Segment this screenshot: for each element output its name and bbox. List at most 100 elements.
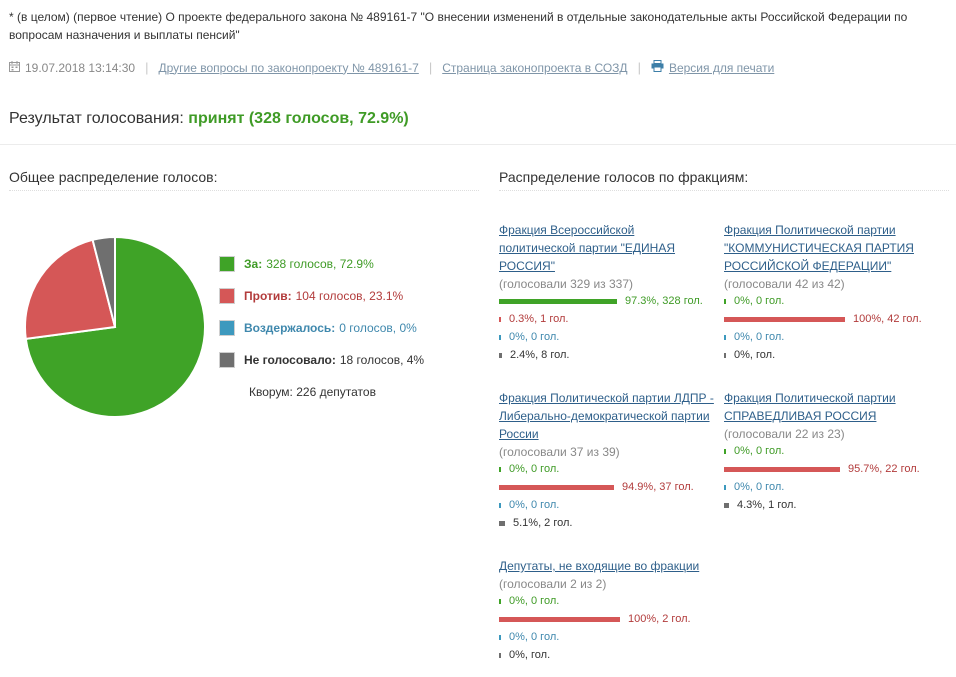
faction-bar-label: 100%, 42 гол. — [853, 313, 922, 325]
overall-title-rule — [9, 190, 479, 191]
legend-absent: Не голосовало: 18 голосов, 4% — [219, 350, 424, 370]
printer-icon[interactable] — [651, 60, 664, 75]
faction-bar-label: 0%, 0 гол. — [509, 499, 560, 511]
sozd-page-link[interactable]: Страница законопроекта в СОЗД — [442, 60, 628, 75]
legend-abstain: Воздержалось: 0 голосов, 0% — [219, 318, 417, 338]
faction-bar-against — [499, 316, 501, 322]
result-label: Результат голосования: — [9, 110, 184, 127]
faction-bar-label: 100%, 2 гол. — [628, 613, 691, 625]
print-version-link[interactable]: Версия для печати — [668, 60, 775, 75]
divider — [0, 144, 956, 145]
faction-bar-label: 0%, 0 гол. — [509, 463, 560, 475]
faction-row-absent: 4.3%, 1 гол. — [724, 496, 939, 514]
legend-swatch — [219, 352, 235, 368]
faction-bar-label: 0%, 0 гол. — [509, 331, 560, 343]
faction-row-abstain: 0%, 0 гол. — [499, 628, 714, 646]
legend-label: Не голосовало: — [244, 353, 336, 367]
legend-for: За: 328 голосов, 72.9% — [219, 254, 374, 274]
legend-label: Против: — [244, 289, 292, 303]
vote-date: 19.07.2018 13:14:30 — [25, 60, 136, 75]
meta-bar: 19.07.2018 13:14:30 | Другие вопросы по … — [9, 60, 774, 75]
legend-value: 0 голосов, 0% — [339, 321, 417, 335]
faction-bar-absent — [499, 352, 502, 358]
overall-title: Общее распределение голосов: — [9, 169, 218, 185]
faction-row-against: 94.9%, 37 гол. — [499, 478, 714, 496]
overall-pie-chart — [24, 235, 206, 418]
faction-bar-for — [499, 466, 501, 472]
separator: | — [145, 60, 149, 75]
faction-bar-label: 2.4%, 8 гол. — [510, 349, 570, 361]
faction-row-against: 100%, 2 гол. — [499, 610, 714, 628]
result-value: принят (328 голосов, 72.9%) — [188, 110, 409, 127]
legend-value: 328 голосов, 72.9% — [266, 257, 374, 271]
faction-bar-abstain — [724, 484, 726, 490]
faction-block: Фракция Всероссийской политической парти… — [499, 221, 714, 364]
faction-row-for: 0%, 0 гол. — [724, 292, 939, 310]
faction-block: Фракция Политической партии ЛДПР - Либер… — [499, 389, 714, 532]
faction-bar-abstain — [724, 334, 726, 340]
legend-against: Против: 104 голосов, 23.1% — [219, 286, 403, 306]
faction-link[interactable]: Фракция Всероссийской политической парти… — [499, 223, 676, 273]
legend-label: За: — [244, 257, 263, 271]
faction-row-abstain: 0%, 0 гол. — [499, 496, 714, 514]
faction-voted-count: (голосовали 22 из 23) — [724, 427, 845, 441]
faction-bar-label: 94.9%, 37 гол. — [622, 481, 694, 493]
faction-bar-label: 0%, 0 гол. — [734, 331, 785, 343]
faction-bar-label: 0%, 0 гол. — [509, 631, 560, 643]
factions-title: Распределение голосов по фракциям: — [499, 169, 749, 185]
faction-bar-against — [499, 484, 614, 490]
calendar-icon — [9, 60, 20, 75]
legend-label: Воздержалось: — [244, 321, 336, 335]
faction-link[interactable]: Депутаты, не входящие во фракции — [499, 559, 700, 573]
faction-row-for: 0%, 0 гол. — [499, 460, 714, 478]
faction-bar-label: 0%, гол. — [734, 349, 776, 361]
faction-bar-label: 0.3%, 1 гол. — [509, 313, 569, 325]
factions-title-rule — [499, 190, 949, 191]
faction-bar-abstain — [499, 502, 501, 508]
vote-result: Результат голосования: принят (328 голос… — [9, 110, 409, 128]
faction-block: Фракция Политической партии СПРАВЕДЛИВАЯ… — [724, 389, 939, 514]
faction-bar-against — [499, 616, 620, 622]
faction-row-absent: 2.4%, 8 гол. — [499, 346, 714, 364]
faction-voted-count: (голосовали 2 из 2) — [499, 577, 607, 591]
bill-title: * (в целом) (первое чтение) О проекте фе… — [9, 10, 908, 42]
faction-row-against: 0.3%, 1 гол. — [499, 310, 714, 328]
faction-bar-abstain — [499, 334, 501, 340]
faction-block: Депутаты, не входящие во фракции (голосов… — [499, 557, 714, 664]
faction-row-against: 95.7%, 22 гол. — [724, 460, 939, 478]
faction-link[interactable]: Фракция Политической партии СПРАВЕДЛИВАЯ… — [724, 391, 896, 423]
quorum-text: Кворум: 226 депутатов — [249, 385, 376, 399]
faction-row-abstain: 0%, 0 гол. — [724, 478, 939, 496]
faction-bar-label: 0%, гол. — [509, 649, 551, 661]
separator: | — [428, 60, 433, 75]
other-questions-link[interactable]: Другие вопросы по законопроекту № 489161… — [158, 60, 419, 75]
legend-swatch — [219, 288, 235, 304]
legend-value: 104 голосов, 23.1% — [295, 289, 404, 303]
faction-bar-label: 0%, 0 гол. — [734, 481, 785, 493]
faction-bar-absent — [724, 502, 729, 508]
faction-bar-against — [724, 316, 845, 322]
legend-value: 18 голосов, 4% — [339, 353, 425, 367]
faction-bar-label: 95.7%, 22 гол. — [848, 463, 920, 475]
faction-bar-for — [499, 598, 501, 604]
faction-link[interactable]: Фракция Политической партии ЛДПР - Либер… — [499, 391, 714, 441]
faction-block: Фракция Политической партии "КОММУНИСТИЧ… — [724, 221, 939, 364]
faction-row-against: 100%, 42 гол. — [724, 310, 939, 328]
faction-bar-label: 0%, 0 гол. — [734, 445, 785, 457]
pie-slice-against — [24, 238, 117, 341]
faction-voted-count: (голосовали 42 из 42) — [724, 277, 845, 291]
legend-swatch — [219, 320, 235, 336]
faction-bar-for — [499, 298, 617, 304]
legend-swatch — [219, 256, 235, 272]
faction-row-abstain: 0%, 0 гол. — [499, 328, 714, 346]
faction-row-for: 97.3%, 328 гол. — [499, 292, 714, 310]
separator: | — [637, 60, 641, 75]
faction-voted-count: (голосовали 329 из 337) — [499, 277, 634, 291]
faction-bar-label: 4.3%, 1 гол. — [737, 499, 797, 511]
faction-bar-label: 0%, 0 гол. — [509, 595, 560, 607]
faction-row-absent: 0%, гол. — [724, 346, 939, 364]
faction-bar-absent — [724, 352, 726, 358]
faction-row-absent: 0%, гол. — [499, 646, 714, 664]
faction-link[interactable]: Фракция Политической партии "КОММУНИСТИЧ… — [724, 223, 914, 273]
faction-bar-abstain — [499, 634, 501, 640]
